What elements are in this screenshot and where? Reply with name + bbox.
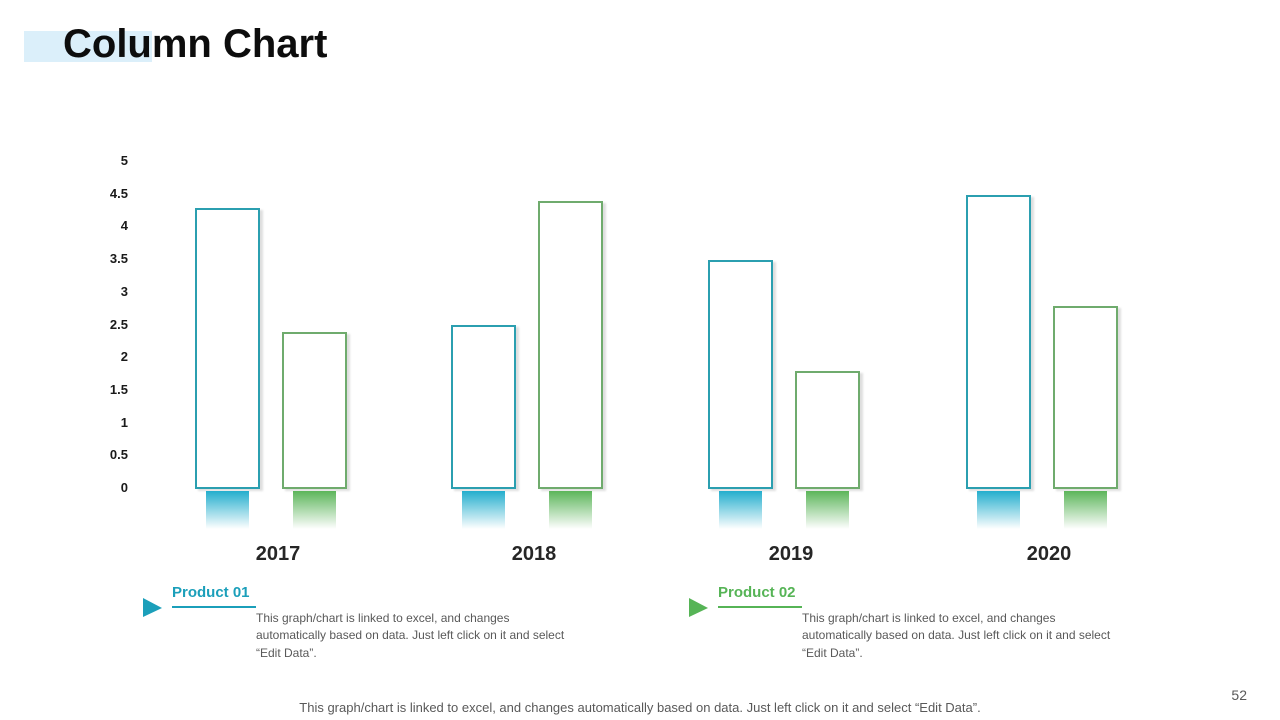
y-axis-tick-label: 4.5 [109, 185, 128, 201]
bar-product-01-2019[interactable] [708, 260, 773, 489]
y-axis-tick-label: 5 [120, 153, 128, 168]
footer-note: This graph/chart is linked to excel, and… [299, 700, 981, 715]
bar-product-02-2017[interactable] [282, 332, 347, 489]
bar-product-01-2017[interactable] [195, 208, 260, 489]
bar-base-gradient [977, 491, 1020, 529]
x-axis-category-label: 2020 [1026, 543, 1072, 565]
legend-product-01: Product 01 This graph/chart is linked to… [143, 584, 583, 676]
legend-label-product-02: Product 02 [718, 584, 802, 608]
legend-description: This graph/chart is linked to excel, and… [802, 611, 1111, 660]
bar-base-gradient [206, 491, 249, 529]
y-axis-tick-label: 0.5 [109, 447, 128, 463]
page-title: Column Chart [63, 22, 328, 66]
right-triangle-icon [143, 598, 162, 617]
bar-base-gradient [549, 491, 592, 529]
bar-product-02-2018[interactable] [538, 201, 603, 489]
x-axis-category-label: 2017 [255, 543, 301, 565]
y-axis-tick-label: 2 [120, 349, 128, 365]
y-axis-tick-label: 1 [120, 414, 128, 430]
bar-base-gradient [1064, 491, 1107, 529]
y-axis-tick-label: 4 [120, 218, 128, 234]
legend-description: This graph/chart is linked to excel, and… [256, 611, 565, 660]
bar-base-gradient [719, 491, 762, 529]
bar-base-gradient [462, 491, 505, 529]
page-number: 52 [1231, 687, 1247, 703]
y-axis-tick-label: 0 [120, 480, 128, 495]
title-highlight [24, 31, 152, 62]
bar-product-02-2019[interactable] [795, 371, 860, 489]
x-axis-category-label: 2018 [511, 543, 557, 565]
y-axis-tick-label: 1.5 [109, 381, 128, 397]
x-axis-category-label: 2019 [768, 543, 814, 565]
y-axis-tick-label: 3.5 [109, 251, 128, 267]
bar-base-gradient [806, 491, 849, 529]
legend-product-02: Product 02 This graph/chart is linked to… [689, 584, 1129, 676]
legend-label-product-01: Product 01 [172, 584, 256, 608]
bar-base-gradient [293, 491, 336, 529]
bar-product-01-2018[interactable] [451, 325, 516, 489]
y-axis-tick-label: 3 [120, 283, 128, 299]
bar-product-02-2020[interactable] [1053, 306, 1118, 489]
bar-product-01-2020[interactable] [966, 195, 1031, 489]
right-triangle-icon [689, 598, 708, 617]
y-axis-tick-label: 2.5 [109, 316, 128, 332]
